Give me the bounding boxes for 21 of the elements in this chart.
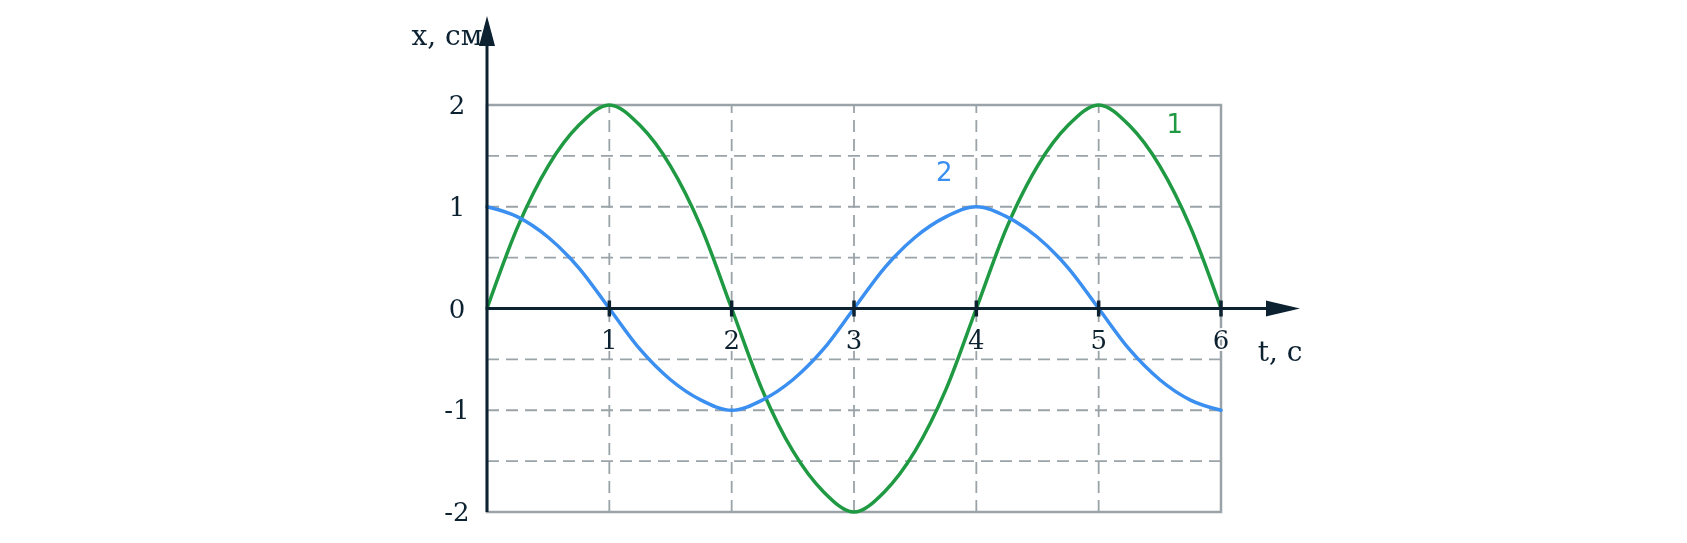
axis-tick: 5 (1090, 300, 1107, 355)
y-axis-title: x, см (411, 19, 483, 52)
series-label: 2 (936, 156, 953, 187)
axis-tick: 6 (1212, 300, 1230, 355)
x-axis-title: t, с (1257, 334, 1303, 368)
x-tick-label: 2 (723, 324, 740, 355)
axis-tick: 2 (723, 300, 740, 355)
x-tick-label: 6 (1212, 324, 1230, 355)
y-tick-label: 2 (448, 90, 466, 120)
y-tick-label: -2 (444, 497, 470, 527)
axis-tick: 3 (845, 300, 863, 355)
axis-tick: 4 (968, 300, 985, 355)
y-tick-label: 0 (448, 293, 466, 324)
x-tick-label: 5 (1090, 324, 1107, 355)
x-tick-label: 3 (845, 324, 863, 355)
x-tick-label: 4 (968, 324, 985, 355)
x-tick-label: 1 (601, 324, 618, 355)
axis-tick: 1 (601, 300, 618, 355)
y-tick-label: -1 (444, 395, 470, 426)
y-tick-label: 1 (448, 191, 466, 222)
series-label: 1 (1166, 109, 1183, 139)
